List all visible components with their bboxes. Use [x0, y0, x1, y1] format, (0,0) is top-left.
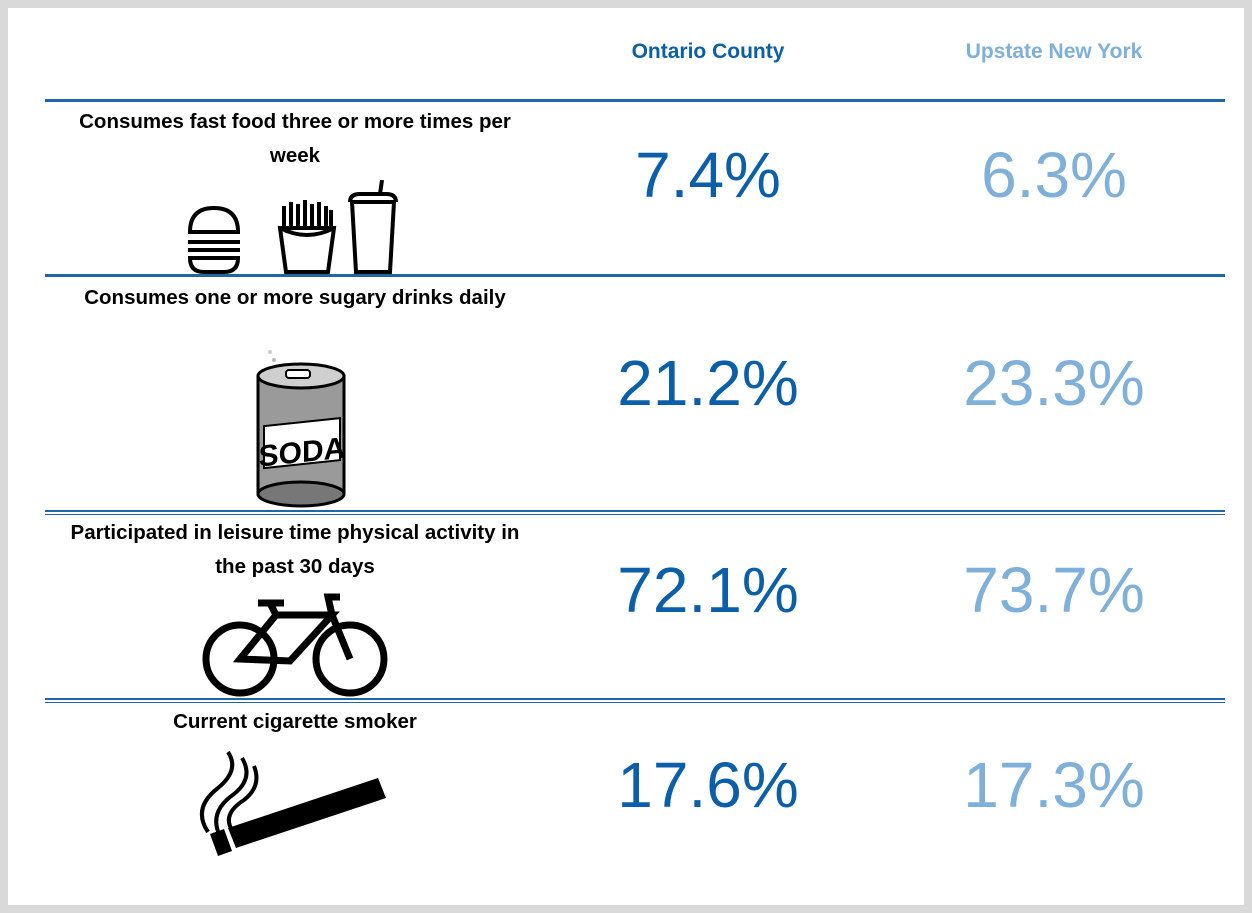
row-label: Current cigarette smoker [173, 710, 417, 733]
value: 21.2% [617, 347, 799, 419]
bicycle-icon [202, 593, 388, 697]
row-divider [45, 698, 1225, 700]
value: 6.3% [981, 139, 1127, 211]
row-label: Consumes one or more sugary drinks daily [84, 286, 506, 309]
row-divider [45, 99, 1225, 102]
row-label: Consumes fast food three or more times p… [79, 110, 511, 167]
fast-food-icon [187, 180, 398, 274]
soda-can-icon: SODA [256, 350, 346, 508]
row-divider [45, 274, 1225, 277]
row-divider [45, 510, 1225, 512]
value: 17.6% [617, 749, 799, 821]
value: 17.3% [963, 749, 1145, 821]
row-divider [45, 702, 1225, 703]
column-header: Ontario County [631, 40, 785, 63]
value: 73.7% [963, 554, 1145, 626]
row-label: Participated in leisure time physical ac… [70, 521, 520, 578]
value: 7.4% [635, 139, 781, 211]
cigarette-icon [199, 750, 386, 856]
infographic: Ontario County Upstate New York Consumes… [8, 8, 1244, 905]
column-header: Upstate New York [965, 40, 1143, 63]
value: 72.1% [617, 554, 799, 626]
row-divider [45, 514, 1225, 515]
value: 23.3% [963, 347, 1145, 419]
